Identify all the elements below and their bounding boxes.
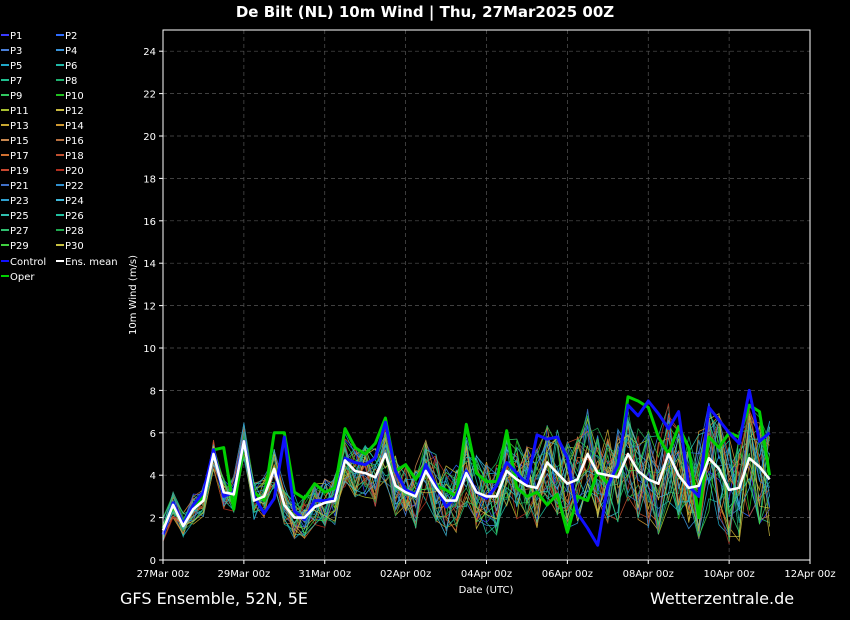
member-line-p28 [162,405,770,539]
legend-label: P8 [65,76,77,87]
series-line-ens-mean [161,439,771,531]
legend-label: P27 [10,226,29,237]
x-tick-label: 06Apr 00z [542,569,593,580]
legend-label: P9 [10,91,22,102]
legend-label: P26 [65,211,84,222]
legend-label: P12 [65,106,84,117]
legend-label: P22 [65,181,84,192]
legend-label: P3 [10,46,22,57]
x-tick-label: 29Mar 00z [218,569,271,580]
legend-label: P17 [10,151,29,162]
legend-label: P16 [65,136,84,147]
y-tick-label: 0 [150,556,156,567]
x-tick-label: 31Mar 00z [298,569,351,580]
legend-label: P13 [10,121,29,132]
y-tick-label: 24 [143,47,156,58]
footer-source: GFS Ensemble, 52N, 5E [120,589,308,608]
series-line-control [161,388,771,547]
y-tick-label: 22 [143,90,156,101]
x-tick-label: 08Apr 00z [623,569,674,580]
legend-label: P2 [65,31,77,42]
member-line-p17 [162,415,770,541]
x-axis: 27Mar 00z 29Mar 00z 31Mar 00z 02Apr 00z 04Ap… [137,560,836,580]
member-line-p21 [162,408,770,536]
legend-label: P18 [65,151,84,162]
legend-label: P15 [10,136,29,147]
legend-label: Oper [10,272,35,283]
legend-label: P10 [65,91,84,102]
legend-label: P14 [65,121,84,132]
legend-label: P24 [65,196,84,207]
x-tick-label: 12Apr 00z [784,569,835,580]
legend-label: P30 [65,241,84,252]
y-tick-label: 16 [143,217,156,228]
x-axis-label: Date (UTC) [459,585,514,596]
legend-label: P29 [10,241,29,252]
plot-area [161,29,811,561]
member-line-p29 [162,424,770,538]
legend-label: P20 [65,166,84,177]
legend-label: Control [10,257,46,268]
y-tick-label: 4 [150,471,156,482]
footer-site: Wetterzentrale.de [650,589,795,608]
member-line-p13 [162,418,770,543]
legend-label: P6 [65,61,77,72]
legend-label: P4 [65,46,77,57]
legend-label: Ens. mean [65,257,118,268]
member-line-p30 [162,412,770,539]
member-line-p27 [162,409,770,542]
legend-label: P28 [65,226,84,237]
legend-label: P21 [10,181,29,192]
legend: P1 P2 P3 P4 P5 P6 P7 P8 P9 P10 P11 P12 P13 P14 P15 P16 P… [1,31,118,283]
y-tick-label: 14 [143,259,156,270]
x-tick-label: 04Apr 00z [461,569,512,580]
member-line-p26 [162,417,770,538]
y-tick-label: 18 [143,174,156,185]
y-axis-label: 10m Wind (m/s) [128,255,139,335]
x-tick-label: 10Apr 00z [704,569,755,580]
y-tick-label: 6 [150,429,156,440]
chart-title: De Bilt (NL) 10m Wind | Thu, 27Mar2025 0… [236,3,614,22]
x-tick-label: 27Mar 00z [137,569,190,580]
member-line-p4 [162,411,770,531]
legend-label: P1 [10,31,22,42]
legend-label: P19 [10,166,29,177]
legend-label: P5 [10,61,22,72]
y-tick-label: 20 [143,132,156,143]
legend-label: P23 [10,196,29,207]
y-tick-label: 2 [150,514,156,525]
legend-label: P11 [10,106,29,117]
y-tick-label: 8 [150,386,156,397]
series-lines [161,388,772,547]
y-tick-label: 10 [143,344,156,355]
legend-label: P25 [10,211,29,222]
legend-label: P7 [10,76,22,87]
y-tick-label: 12 [143,302,156,313]
x-tick-label: 02Apr 00z [380,569,431,580]
